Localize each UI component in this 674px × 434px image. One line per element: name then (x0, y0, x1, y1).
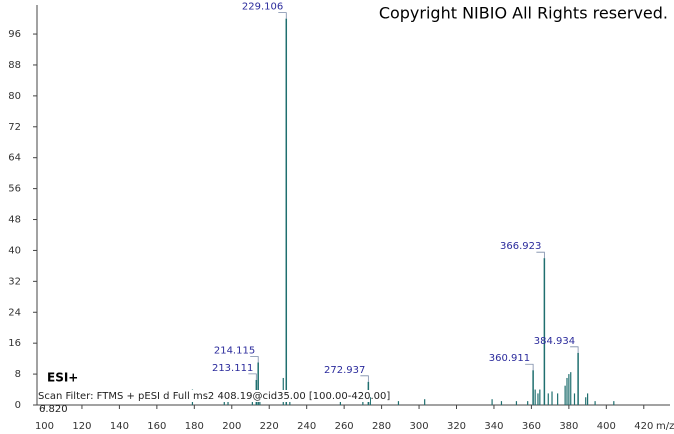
x-tick-label: 100 (35, 421, 54, 432)
x-tick-label: 340 (484, 421, 503, 432)
x-tick-label: 200 (222, 421, 241, 432)
x-axis-label: m/z (656, 421, 674, 432)
x-tick-label: 320 (447, 421, 466, 432)
x-tick-label: 180 (185, 421, 204, 432)
x-tick-label: 220 (260, 421, 279, 432)
x-tick-label: 380 (559, 421, 578, 432)
peak-label: 229.106 (242, 2, 283, 13)
retention-time: 6.820 (39, 404, 68, 415)
peak-label: 272.937 (324, 365, 365, 376)
x-tick-label: 140 (110, 421, 129, 432)
label-bracket (570, 346, 579, 353)
ionization: ESI+ (47, 371, 78, 385)
y-tick-label: 40 (8, 245, 21, 256)
label-bracket (250, 356, 259, 363)
y-tick-label: 64 (8, 153, 21, 164)
x-tick-label: 420 (634, 421, 653, 432)
y-tick-label: 72 (8, 122, 21, 133)
copyright: Copyright NIBIO All Rights reserved. (379, 4, 668, 23)
y-tick-label: 24 (8, 307, 21, 318)
peak-label: 214.115 (214, 345, 255, 356)
peak-label: 384.934 (534, 336, 575, 347)
label-bracket (248, 373, 257, 380)
y-tick-label: 8 (15, 369, 21, 380)
peak-label: 213.111 (212, 363, 253, 374)
y-tick-label: 80 (8, 91, 21, 102)
x-tick-label: 300 (410, 421, 429, 432)
peak-label: 366.923 (500, 241, 541, 252)
scan-filter: Scan Filter: FTMS + pESI d Full ms2 408.… (38, 391, 390, 402)
y-tick-label: 96 (8, 29, 21, 40)
label-bracket (278, 12, 287, 19)
y-tick-label: 56 (8, 184, 21, 195)
x-tick-label: 280 (372, 421, 391, 432)
x-tick-label: 260 (335, 421, 354, 432)
label-bracket (536, 251, 545, 259)
x-tick-label: 160 (147, 421, 166, 432)
y-tick-label: 48 (8, 215, 21, 226)
peak-label: 360.911 (489, 353, 530, 364)
x-tick-label: 400 (597, 421, 616, 432)
y-tick-label: 32 (8, 276, 21, 287)
x-tick-label: 240 (297, 421, 316, 432)
y-tick-label: 16 (8, 338, 21, 349)
x-tick-label: 360 (522, 421, 541, 432)
filter-box (38, 390, 370, 402)
label-bracket (360, 375, 369, 382)
y-tick-label: 0 (15, 400, 21, 411)
x-tick-label: 120 (72, 421, 91, 432)
y-tick-label: 88 (8, 60, 21, 71)
label-bracket (525, 363, 534, 371)
